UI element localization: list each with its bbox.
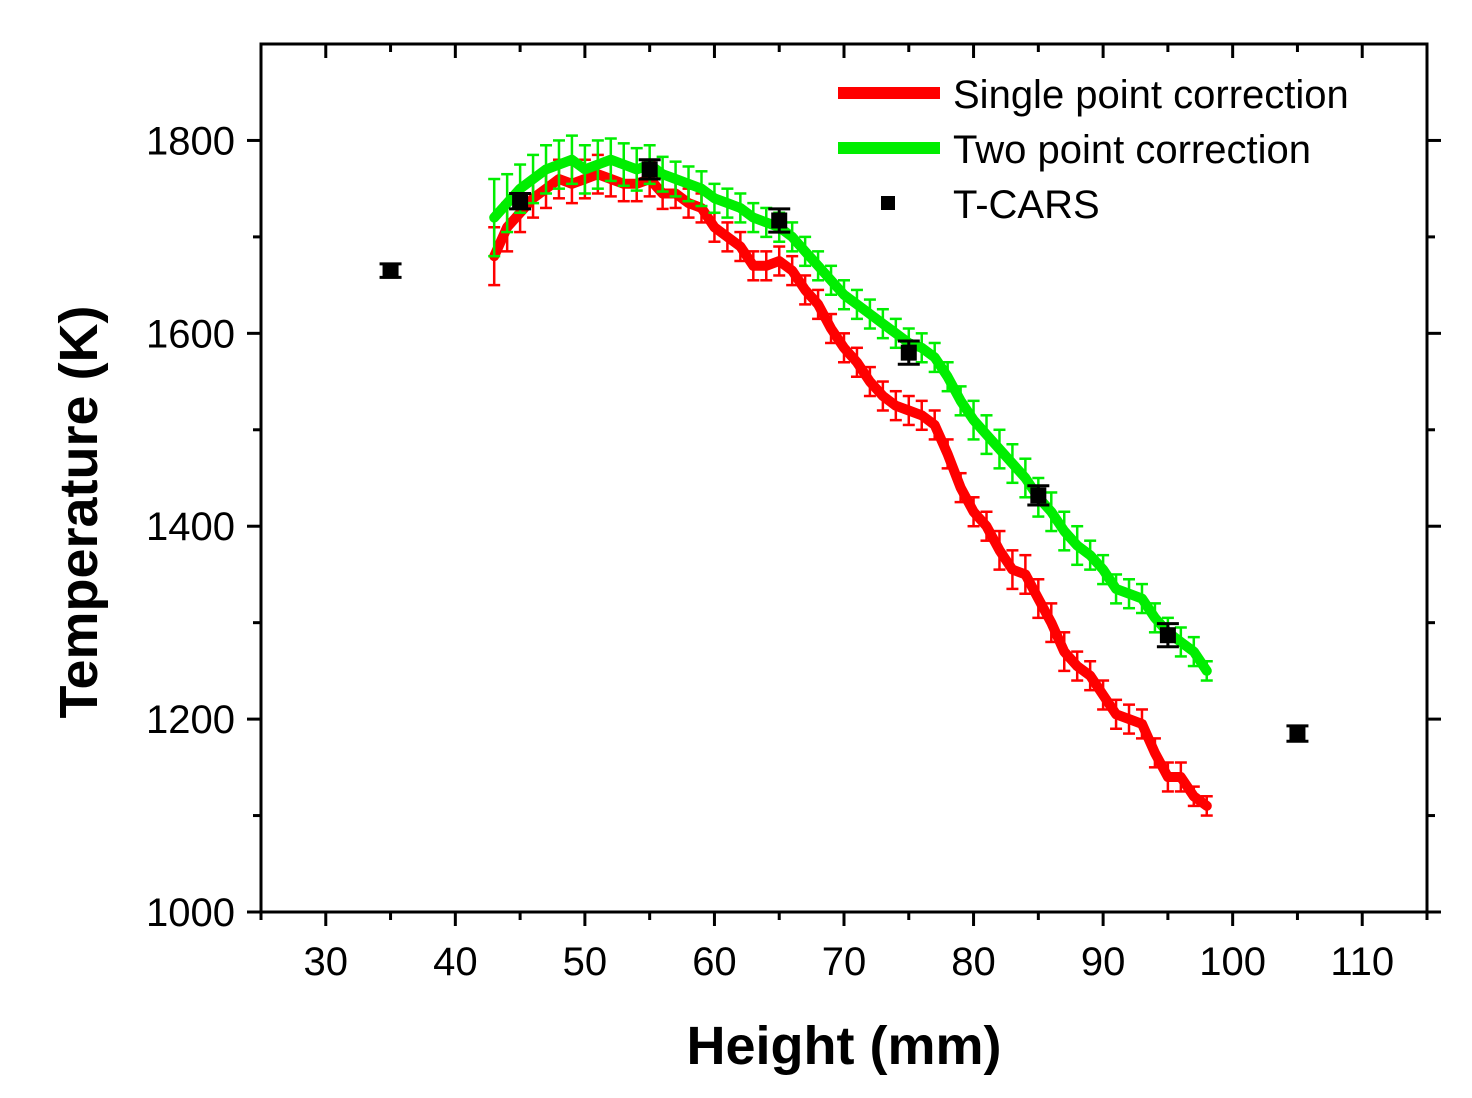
data-point — [512, 193, 529, 210]
legend-label-single: Single point correction — [953, 73, 1349, 117]
x-tick-label: 60 — [692, 940, 737, 984]
y-tick-label: 1200 — [146, 698, 235, 742]
legend: Single point correction Two point correc… — [838, 73, 1349, 227]
data-point — [1289, 725, 1306, 742]
y-tick-label: 1600 — [146, 312, 235, 356]
x-tick-label: 80 — [951, 940, 996, 984]
plot-area — [379, 134, 1309, 817]
x-tick-label: 30 — [304, 940, 349, 984]
y-axis-ticks: 1000 1200 1400 1600 1800 — [146, 119, 1441, 935]
data-point — [1030, 487, 1047, 504]
legend-marker-tcars — [881, 196, 895, 210]
series-two-point-correction — [488, 134, 1213, 682]
x-tick-label: 70 — [822, 940, 867, 984]
y-tick-label: 1000 — [146, 891, 235, 935]
data-point — [771, 212, 788, 229]
data-point — [382, 262, 399, 279]
x-tick-label: 90 — [1081, 940, 1126, 984]
legend-label-two: Two point correction — [953, 128, 1311, 172]
y-tick-label: 1800 — [146, 119, 235, 163]
series-line — [489, 154, 1212, 676]
data-point — [900, 344, 917, 361]
series-t-cars — [379, 158, 1309, 743]
x-tick-label: 110 — [1330, 940, 1394, 984]
series-single-point-correction — [488, 153, 1213, 817]
data-point — [641, 161, 658, 178]
x-tick-label: 50 — [563, 940, 608, 984]
legend-label-tcars: T-CARS — [953, 183, 1100, 227]
x-axis-title: Height (mm) — [687, 1016, 1002, 1076]
data-point — [1159, 627, 1176, 644]
x-tick-label: 40 — [433, 940, 478, 984]
y-tick-label: 1400 — [146, 505, 235, 549]
series-line — [489, 169, 1212, 811]
x-axis-ticks: 30 40 50 60 70 80 90 100 110 — [259, 44, 1429, 984]
plot-frame — [259, 42, 1429, 914]
x-tick-label: 100 — [1199, 940, 1266, 984]
y-axis-title: Temperature (K) — [49, 305, 109, 718]
